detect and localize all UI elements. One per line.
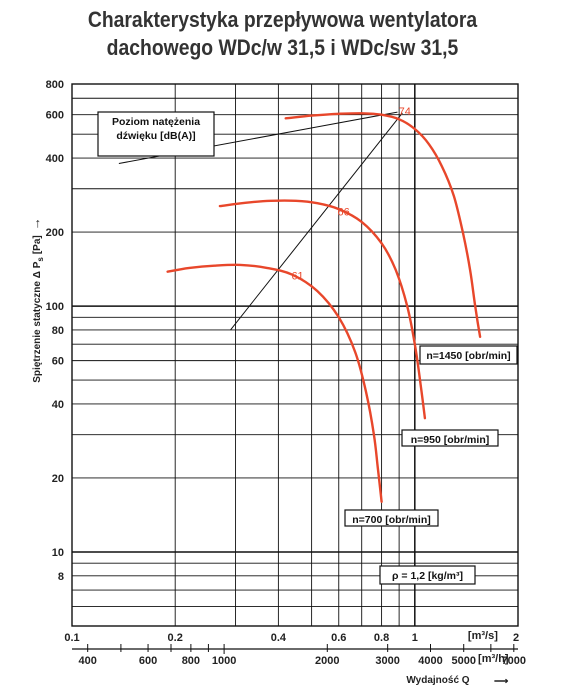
x-tick-label-m3h: 600	[139, 655, 157, 667]
rpm-700-label: n=700 [obr/min]	[344, 509, 439, 527]
y-tick-label: 800	[46, 79, 64, 91]
sound-level-line	[230, 112, 403, 331]
fan-curve	[166, 263, 383, 503]
sound-level-value: 66	[338, 206, 350, 218]
sound-level-value: 74	[399, 106, 411, 118]
chart-title-line-1: Charakterystyka przepływowa wentylatora	[87, 7, 478, 32]
rpm-950-label: n=950 [obr/min]	[401, 429, 499, 447]
rpm-1450-label: n=1450 [obr/min]	[419, 345, 518, 365]
y-tick-label: 200	[46, 227, 64, 239]
x-tick-label-m3s: 0.8	[374, 632, 389, 644]
x-tick-label-m3h: 3000	[375, 655, 399, 667]
y-tick-label: 100	[46, 301, 64, 313]
y-tick-labels: 800 600 400 200 100 80 60 40 20 10 8	[46, 79, 64, 583]
sound-level-label: Poziom natężenia dźwięku [dB(A)]	[97, 111, 215, 157]
y-tick-label: 10	[52, 547, 64, 559]
sound-level-label-text: Poziom natężenia	[112, 116, 200, 128]
y-axis-label: Spiętrzenie statyczne Δ Ps [Pa] →	[28, 217, 45, 382]
sound-level-value: 61	[291, 271, 303, 283]
x-tick-labels-m3s: 0.1 0.2 0.4 0.6 0.8 1 2 [m³/s]	[64, 630, 519, 644]
chart-frame	[71, 83, 519, 627]
y-tick-label: 400	[46, 153, 64, 165]
x-tick-label-m3h: 5000	[451, 655, 475, 667]
x-tick-labels-m3h: 400 600 800 1000 2000 3000 4000 5000 7000[m³/h]	[72, 644, 526, 667]
y-tick-label: 60	[52, 356, 64, 368]
sound-level-label-text: dźwięku [dB(A)]	[116, 130, 195, 142]
y-axis-arrow: →	[28, 217, 43, 230]
rpm-1450-label-box	[419, 345, 518, 365]
x-tick-label-m3h: 800	[182, 655, 200, 667]
chart-title: Charakterystyka przepływowa wentylatora …	[40, 6, 526, 62]
fan-curve	[284, 112, 482, 338]
x-tick-label-m3s: 0.6	[331, 632, 346, 644]
rpm-700-label-text: n=700 [obr/min]	[352, 514, 430, 526]
chart-title-line-2: dachowego WDc/w 31,5 i WDc/sw 31,5	[106, 35, 459, 60]
annotation-labels: Poziom natężenia dźwięku [dB(A)] n=1450 [o…	[97, 106, 518, 585]
rpm-700-label-box	[344, 509, 439, 527]
x-tick-label-m3h: 7000	[502, 655, 526, 667]
x-tick-label-m3h: 4000	[418, 655, 442, 667]
x-axis-label-bottom: Wydajność Q	[406, 675, 469, 686]
density-label-box	[379, 565, 476, 585]
x-axis-arrow: ⟶	[494, 676, 509, 687]
fan-curves	[166, 112, 482, 503]
y-axis-label-sub: s	[36, 257, 45, 262]
fan-curve	[218, 199, 427, 420]
y-tick-label: 20	[52, 473, 64, 485]
y-axis-label-unit: [Pa]	[32, 235, 43, 254]
x-tick-label-m3s: 0.2	[168, 632, 183, 644]
rpm-1450-label-text: n=1450 [obr/min]	[426, 350, 510, 362]
x-tick-label-m3h: 2000	[315, 655, 339, 667]
rpm-950-label-text: n=950 [obr/min]	[411, 434, 489, 446]
rpm-950-label-box	[401, 429, 499, 447]
x-unit-m3h: [m³/h]	[478, 653, 509, 665]
x-tick-label-m3s: 1	[412, 632, 418, 644]
x-tick-label-m3h: 400	[79, 655, 97, 667]
x-tick-label-m3s: 0.4	[271, 632, 287, 644]
y-axis-label-main: Spiętrzenie statyczne Δ P	[32, 261, 43, 382]
density-label-text: ρ = 1,2 [kg/m³]	[392, 570, 463, 582]
x-tick-label-m3s: 2	[513, 632, 519, 644]
plot-border	[71, 83, 519, 627]
y-tick-label: 600	[46, 110, 64, 122]
x-unit-m3s: [m³/s]	[468, 630, 498, 642]
density-label: ρ = 1,2 [kg/m³]	[379, 565, 476, 585]
x-tick-label-m3s: 0.1	[64, 632, 79, 644]
sound-level-label-box	[97, 111, 215, 157]
x-tick-label-m3h: 1000	[212, 655, 236, 667]
y-tick-label: 80	[52, 325, 64, 337]
y-tick-label: 40	[52, 399, 64, 411]
y-tick-label: 8	[58, 571, 64, 583]
